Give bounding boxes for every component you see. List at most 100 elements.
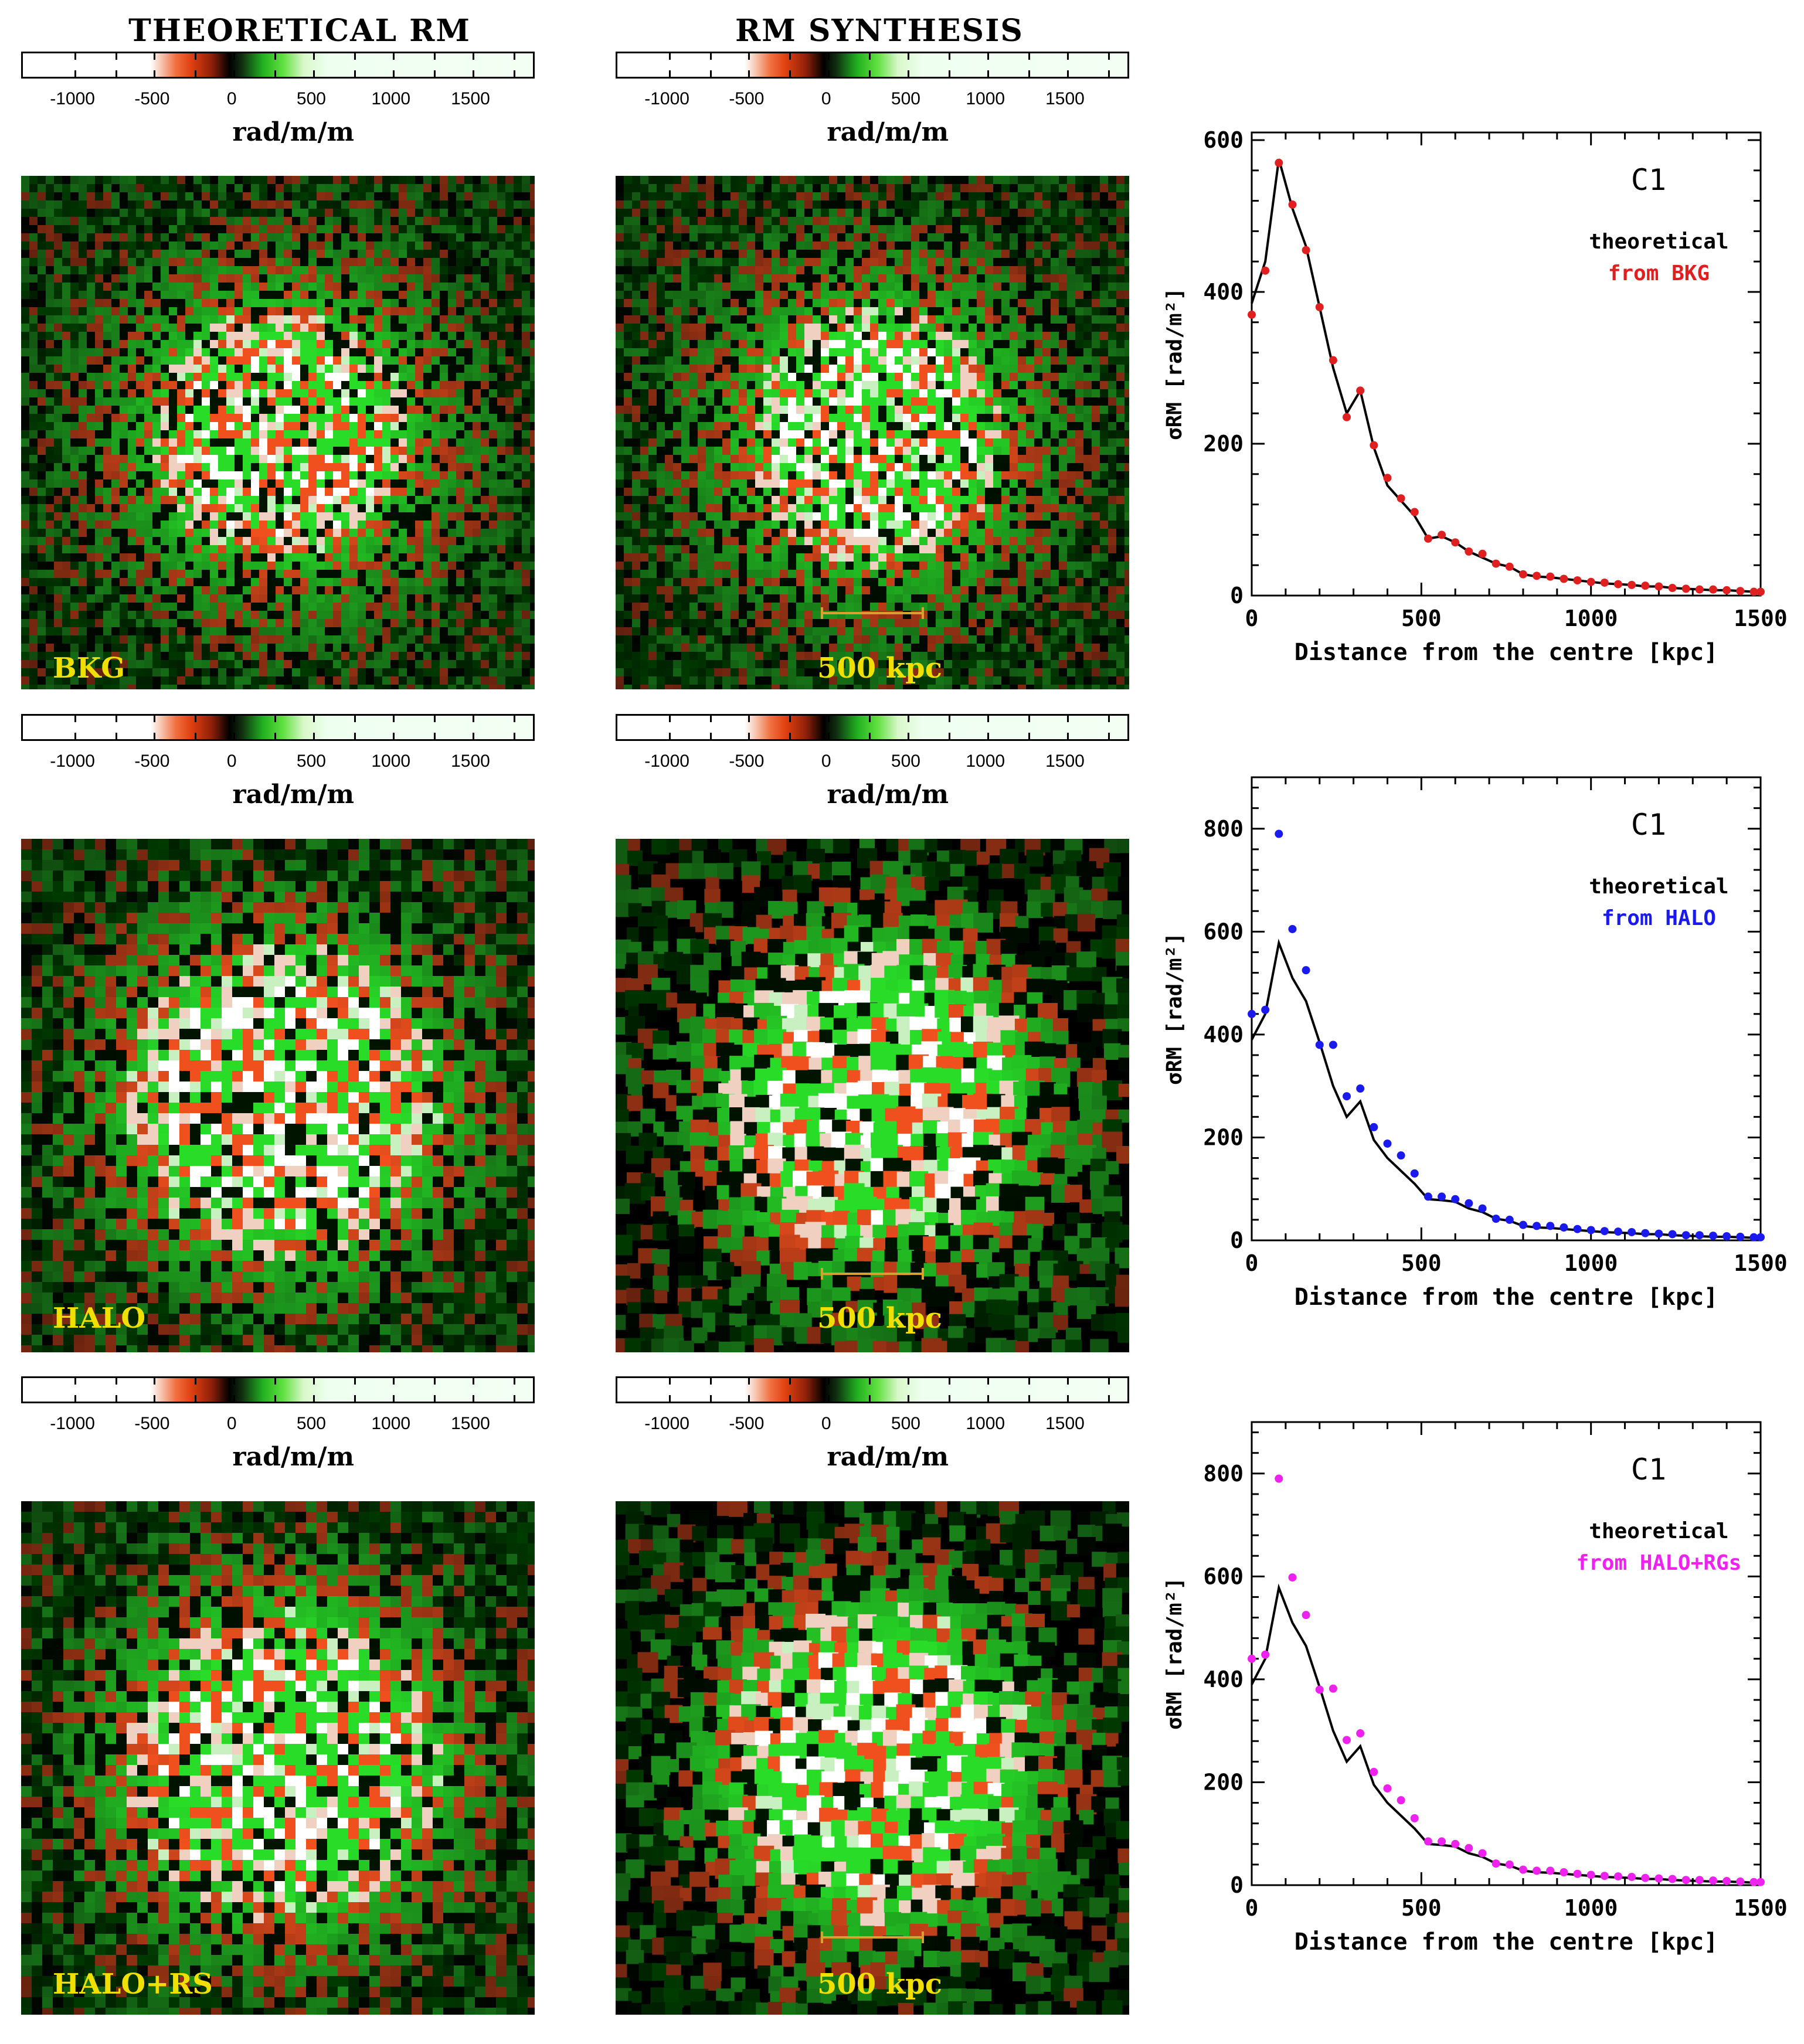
rm-pixel <box>95 668 103 676</box>
rm-pixel <box>448 373 456 381</box>
rm-pixel <box>161 200 169 209</box>
rm-pixel <box>1124 233 1129 242</box>
rm-pixel <box>243 627 251 635</box>
rm-pixel <box>514 381 522 389</box>
rm-pixel <box>440 471 448 479</box>
rm-pixel <box>267 479 276 488</box>
rm-pixel <box>79 340 87 348</box>
rm-pixel <box>144 209 152 217</box>
rm-pixel <box>1108 258 1116 266</box>
rm-pixel <box>514 283 522 291</box>
rm-pixel <box>62 504 70 512</box>
rm-pixel <box>267 562 276 570</box>
rm-pixel <box>202 521 210 529</box>
rm-pixel <box>128 340 136 348</box>
rm-pixel <box>46 603 54 611</box>
rm-pixel <box>308 324 317 332</box>
rm-pixel <box>390 225 399 233</box>
rm-pixel <box>38 685 46 689</box>
rm-pixel <box>497 652 505 660</box>
rm-pixel <box>308 537 317 545</box>
rm-pixel <box>366 627 374 635</box>
rm-pixel <box>862 200 870 209</box>
rm-pixel <box>432 315 440 324</box>
rm-pixel <box>341 200 349 209</box>
rm-pixel <box>317 521 325 529</box>
rm-pixel <box>226 471 235 479</box>
rm-pixel <box>185 668 193 676</box>
rm-pixel <box>193 479 202 488</box>
rm-pixel <box>928 258 936 266</box>
colorbar-tick <box>869 1376 871 1385</box>
rm-pixel <box>514 652 522 660</box>
rm-pixel <box>300 356 308 365</box>
rm-pixel <box>640 192 648 200</box>
rm-pixel <box>46 529 54 537</box>
rm-pixel <box>243 496 251 504</box>
rm-pixel <box>70 463 79 471</box>
rm-pixel <box>259 414 267 422</box>
rm-pixel <box>21 315 29 324</box>
rm-pixel <box>177 266 185 274</box>
rm-pixel <box>276 258 284 266</box>
rm-pixel <box>977 250 985 258</box>
rm-pixel <box>95 225 103 233</box>
rm-pixel <box>415 504 423 512</box>
rm-pixel <box>103 676 111 685</box>
rm-pixel <box>235 414 243 422</box>
rm-pixel <box>829 184 837 192</box>
rm-pixel <box>136 397 144 406</box>
rm-pixel <box>177 192 185 200</box>
rm-pixel <box>308 414 317 422</box>
rm-pixel <box>70 578 79 586</box>
rm-pixel <box>374 184 382 192</box>
rm-pixel <box>259 578 267 586</box>
rm-pixel <box>505 192 514 200</box>
rm-pixel <box>259 660 267 668</box>
rm-pixel <box>415 455 423 463</box>
rm-pixel <box>276 603 284 611</box>
rm-pixel <box>235 406 243 414</box>
rm-pixel <box>944 176 952 184</box>
rm-pixel <box>464 340 473 348</box>
rm-pixel <box>349 225 358 233</box>
rm-pixel <box>432 504 440 512</box>
rm-pixel <box>382 307 390 315</box>
rm-pixel <box>358 266 366 274</box>
rm-pixel <box>284 414 292 422</box>
rm-pixel <box>382 627 390 635</box>
rm-pixel <box>432 594 440 603</box>
rm-pixel <box>235 397 243 406</box>
rm-pixel <box>399 578 407 586</box>
rm-pixel <box>251 307 259 315</box>
rm-pixel <box>284 447 292 455</box>
rm-pixel <box>837 192 845 200</box>
rm-pixel <box>481 430 489 438</box>
rm-pixel <box>251 479 259 488</box>
rm-pixel <box>243 438 251 447</box>
rm-pixel <box>152 430 161 438</box>
rm-pixel <box>804 274 813 283</box>
rm-pixel <box>689 192 698 200</box>
rm-pixel <box>464 430 473 438</box>
rm-pixel <box>111 242 120 250</box>
rm-pixel <box>473 340 481 348</box>
rm-pixel <box>177 553 185 562</box>
rm-pixel <box>530 389 535 397</box>
rm-pixel <box>432 438 440 447</box>
rm-pixel <box>382 274 390 283</box>
rm-pixel <box>489 594 497 603</box>
rm-pixel <box>747 266 755 274</box>
rm-pixel <box>813 233 821 242</box>
rm-pixel <box>325 512 333 521</box>
rm-pixel <box>698 266 706 274</box>
rm-pixel <box>308 594 317 603</box>
rm-pixel <box>218 512 226 521</box>
rm-pixel <box>448 200 456 209</box>
rm-pixel <box>38 471 46 479</box>
rm-pixel <box>497 553 505 562</box>
rm-pixel <box>169 406 177 414</box>
rm-pixel <box>38 266 46 274</box>
rm-pixel <box>448 553 456 562</box>
rm-pixel <box>259 422 267 430</box>
